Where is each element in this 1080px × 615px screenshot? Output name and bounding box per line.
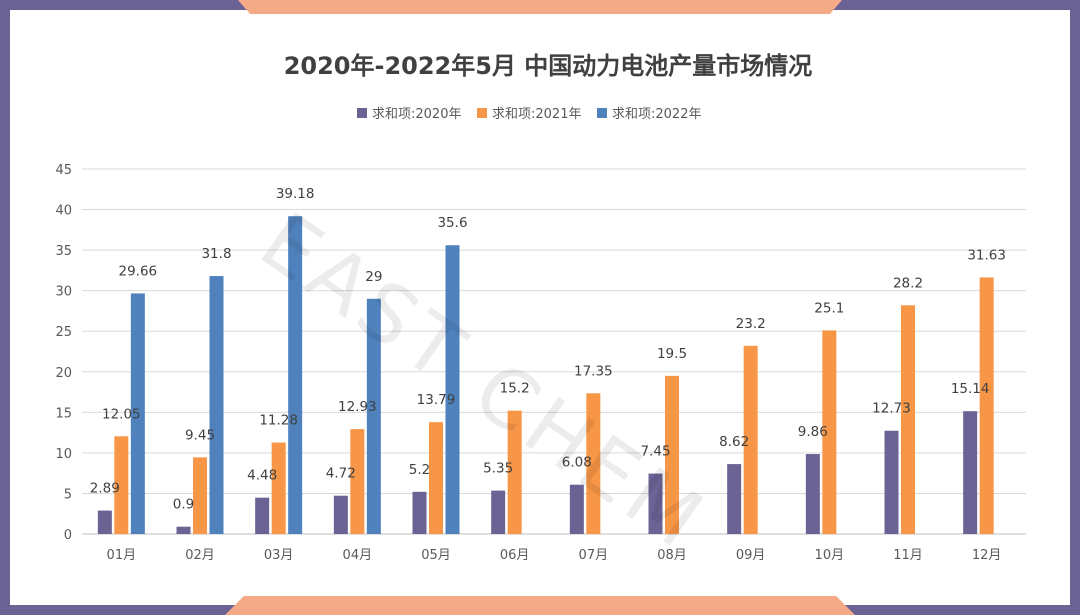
data-label: 5.35 [483,461,513,477]
y-tick-label: 35 [55,244,72,259]
data-label: 19.5 [657,346,687,362]
data-label: 39.18 [276,186,315,202]
legend-swatch [477,108,487,118]
x-tick-label: 04月 [343,548,373,563]
data-label: 4.48 [247,468,277,484]
x-tick-label: 07月 [579,548,609,563]
legend-swatch [357,108,367,118]
x-tick-label: 02月 [185,548,215,563]
y-tick-label: 5 [64,487,72,502]
data-label: 6.08 [562,455,592,471]
bar [805,454,820,534]
x-tick-label: 11月 [893,548,923,563]
bar [288,216,303,534]
x-tick-label: 09月 [736,548,766,563]
gridlines [82,168,1026,535]
data-label: 9.45 [185,427,215,443]
data-label: 17.35 [574,363,613,379]
data-label: 35.6 [437,215,467,231]
x-tick-label: 05月 [421,548,451,563]
bar [569,484,584,534]
bar [648,473,663,534]
data-label: 4.72 [326,466,356,482]
data-label: 23.2 [736,316,766,332]
data-label: 5.2 [409,462,430,478]
data-label: 25.1 [814,300,844,316]
bar [963,411,978,534]
x-tick-label: 06月 [500,548,530,563]
bar [114,436,129,534]
legend-swatch [597,108,607,118]
bar [193,457,207,534]
bar [979,277,994,534]
y-tick-label: 10 [55,447,72,462]
legend: 求和项:2020年 求和项:2021年 求和项:2022年 [357,107,701,122]
legend-label: 求和项:2021年 [492,107,581,122]
x-tick-label: 12月 [972,548,1002,563]
data-label: 28.2 [893,275,923,291]
data-label: 12.05 [102,406,141,422]
data-label: 0.9 [173,497,194,513]
bar [901,305,915,534]
data-label: 11.28 [259,413,298,429]
bar [130,293,145,534]
data-label: 13.79 [417,392,456,408]
data-label: 15.2 [500,381,530,397]
legend-label: 求和项:2020年 [372,107,461,122]
bar [665,375,679,534]
bar [350,429,365,534]
y-tick-label: 0 [64,528,72,543]
data-label: 12.73 [872,401,911,417]
data-label: 12.93 [338,399,377,415]
bar [822,330,837,534]
y-axis: 0 5 10 15 20 25 30 35 40 45 [55,163,72,543]
x-tick-label: 03月 [264,548,294,563]
bar [366,298,381,534]
bar [727,464,742,534]
bar [429,422,443,534]
bar [209,276,224,534]
bottom-decor-tab [225,596,855,615]
bar [586,393,601,534]
top-decor-tab [238,0,842,14]
y-tick-label: 25 [55,325,72,340]
bar [271,442,286,534]
data-labels: 2.89 12.05 29.66 0.9 9.45 31.8 4.48 11.28 39.18 4… [90,186,1006,512]
x-axis: 01月 02月 03月 04月 05月 06月 07月 08月 09月 10月 11月 12月 [107,548,1002,563]
y-tick-label: 15 [55,406,72,421]
data-label: 15.14 [951,381,990,397]
bar [333,495,348,534]
data-label: 29 [365,269,382,285]
bar [743,345,758,534]
data-label: 29.66 [119,263,158,279]
bar [884,430,899,534]
data-label: 2.89 [90,481,120,497]
legend-label: 求和项:2022年 [612,107,701,122]
bar [97,510,112,534]
x-tick-label: 01月 [107,548,137,563]
y-tick-label: 45 [55,163,72,178]
x-tick-label: 10月 [815,548,845,563]
data-label: 31.8 [201,246,231,262]
bar [445,245,460,534]
data-label: 8.62 [719,434,749,450]
bar [491,490,506,534]
bar [412,491,427,534]
data-label: 31.63 [967,247,1006,263]
data-label: 7.45 [640,444,670,460]
bars [97,216,994,534]
chart-title: 2020年-2022年5月 中国动力电池产量市场情况 [284,52,813,80]
y-tick-label: 40 [55,204,72,219]
bar [255,497,270,534]
y-tick-label: 20 [55,366,72,381]
bar [507,410,522,534]
y-tick-label: 30 [55,285,72,300]
bar [176,526,191,534]
data-label: 9.86 [798,424,828,440]
x-tick-label: 08月 [657,548,687,563]
